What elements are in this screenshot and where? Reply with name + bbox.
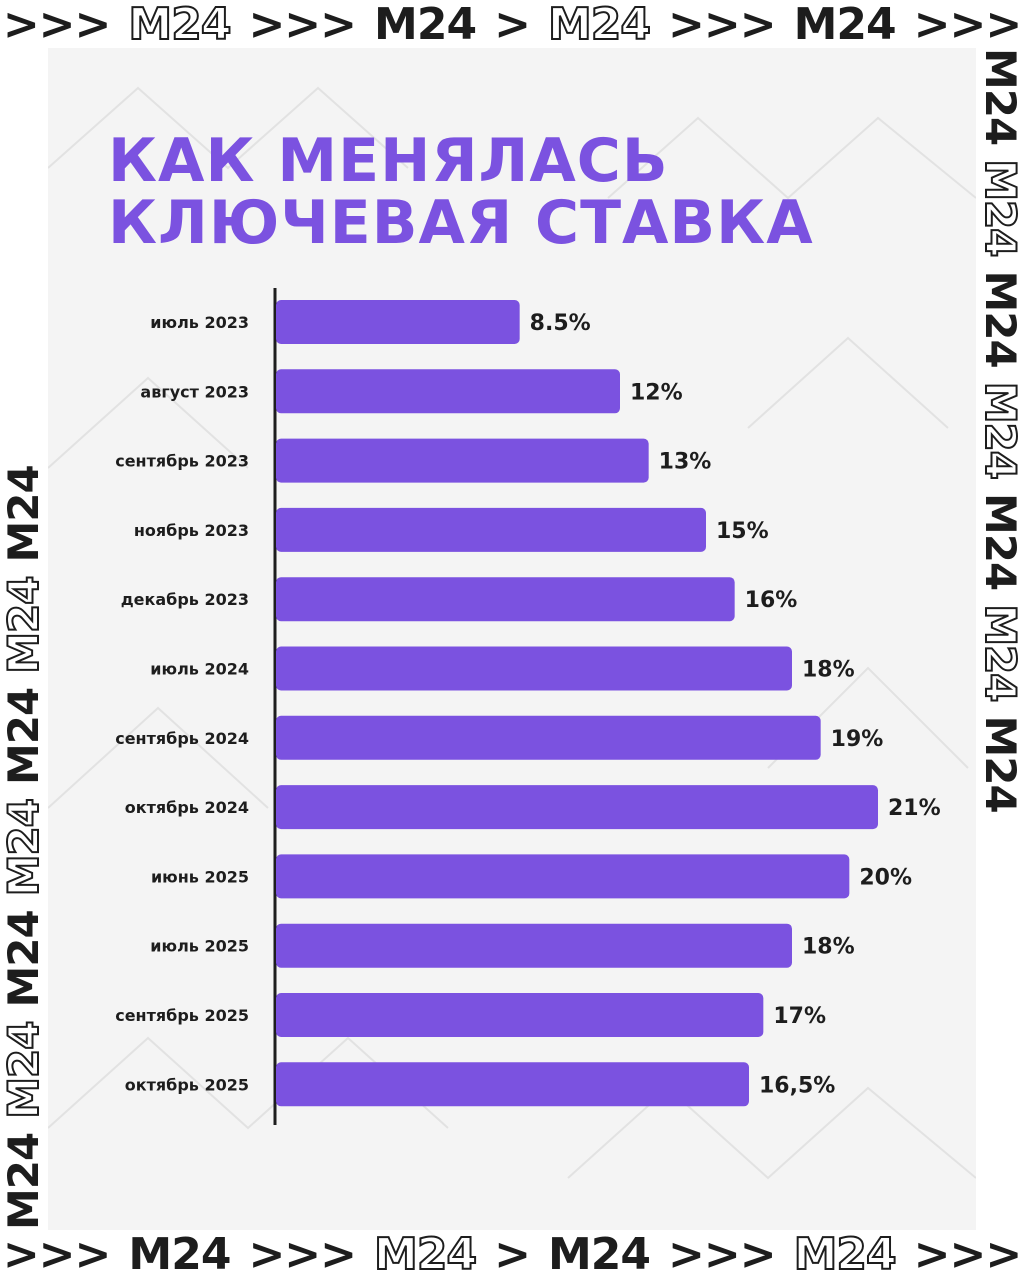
bar-chart: июль 2023 8.5% август 2023 12% сентябрь 2023… [115,288,941,1125]
value-label: 21% [888,796,941,821]
chart-title: КАК МЕНЯЛАСЬ КЛЮЧЕВАЯ СТАВКА [108,130,814,254]
category-label: июль 2024 [150,660,249,679]
bottom-logo-band: >>> M24 >>> M24 > M24 >>> M24 >>> [0,1229,1024,1280]
m24-logo-text: M24 [374,0,477,50]
value-label: 20% [859,865,912,890]
value-label: 12% [630,380,683,405]
bar [276,300,520,344]
m24-logo-text: M24 [0,465,48,563]
m24-logo-text: M24 [976,48,1024,146]
m24-logo-text: M24 [127,0,232,51]
chart-title-line-2: КЛЮЧЕВАЯ СТАВКА [108,188,814,258]
chevron-separator: >>> [913,0,1023,50]
bar [276,577,735,622]
category-label: июль 2023 [150,313,249,332]
chart-title-line-1: КАК МЕНЯЛАСЬ [108,126,669,196]
value-label: 16,5% [759,1073,835,1098]
bar [276,507,706,552]
category-label: декабрь 2023 [121,590,249,609]
chevron-separator: >>> [913,1229,1023,1280]
chevron-separator: >>> [2,1229,112,1280]
m24-logo-text: M24 [373,1229,478,1280]
chevron-separator: > [494,1229,531,1280]
value-label: 18% [802,658,855,683]
bar [276,993,764,1037]
m24-logo-text: M24 [0,798,48,897]
m24-logo-text: M24 [547,0,652,51]
bar [276,369,620,414]
right-logo-strip: M24 M24 M24 M24 M24 M24 M24 [976,48,1024,1230]
bar [276,854,850,899]
m24-logo-text: M24 [0,910,48,1008]
bar [276,715,821,760]
category-label: июль 2025 [150,937,249,956]
chevron-separator: >>> [667,1229,777,1280]
m24-logo-text: M24 [793,0,897,50]
category-label: август 2023 [140,382,249,401]
chevron-separator: >>> [248,1229,357,1280]
m24-logo-text: M24 [976,270,1024,368]
bar [276,438,649,483]
m24-logo-text: M24 [128,1229,231,1280]
value-label: 13% [659,450,712,475]
bar [276,1062,749,1107]
bar [276,923,792,968]
category-label: сентябрь 2025 [115,1006,249,1025]
bar [276,785,878,830]
m24-logo-text: M24 [976,493,1024,591]
m24-logo-text: M24 [976,158,1024,257]
m24-logo-text: M24 [0,576,48,675]
m24-logo-text: M24 [0,1021,48,1120]
m24-logo-text: M24 [976,603,1024,702]
category-label: июнь 2025 [151,867,249,886]
value-label: 17% [773,1004,826,1029]
value-label: 18% [802,935,855,960]
value-label: 15% [716,519,769,544]
m24-logo-text: M24 [976,715,1024,813]
m24-logo-text: M24 [976,381,1024,480]
value-label: 8.5% [530,311,591,336]
category-label: октябрь 2025 [125,1075,249,1094]
chevron-separator: >>> [248,0,357,50]
chevron-separator: > [494,0,531,50]
chevron-separator: >>> [2,0,112,50]
category-label: сентябрь 2024 [115,729,249,748]
m24-logo-text: M24 [793,1229,898,1280]
m24-logo-text: M24 [0,1132,48,1230]
bar [276,646,792,691]
m24-logo-text: M24 [547,1229,651,1280]
category-label: октябрь 2024 [125,798,249,817]
chart-panel: КАК МЕНЯЛАСЬ КЛЮЧЕВАЯ СТАВКА июль 2023 8.… [48,48,976,1230]
category-label: сентябрь 2023 [115,452,249,471]
value-label: 16% [745,588,798,613]
category-label: ноябрь 2023 [134,521,249,540]
left-logo-strip: M24 M24 M24 M24 M24 M24 M24 [0,48,48,1230]
m24-logo-text: M24 [0,687,48,785]
value-label: 19% [831,727,884,752]
chevron-separator: >>> [667,0,777,50]
top-logo-band: >>> M24 >>> M24 > M24 >>> M24 >>> [0,0,1024,51]
